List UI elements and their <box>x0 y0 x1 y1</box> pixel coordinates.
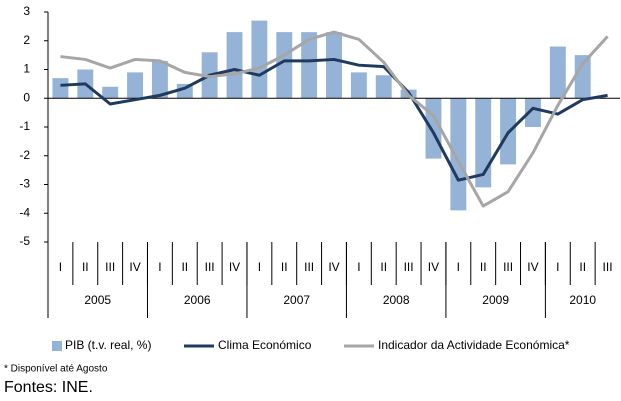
x-group-label: 2007 <box>283 293 310 307</box>
x-tick-label: III <box>603 260 613 274</box>
x-group-label: 2010 <box>569 293 596 307</box>
line <box>60 30 609 208</box>
bar <box>251 20 268 99</box>
x-tick-label: IV <box>229 260 240 274</box>
x-tick-label: I <box>457 260 460 274</box>
source: Fontes: INE. <box>4 379 93 396</box>
y-tick-label: -2 <box>19 148 30 162</box>
x-tick-label: IV <box>527 260 538 274</box>
legend-label: Indicador da Actividade Económica* <box>378 338 570 352</box>
x-group-label: 2009 <box>482 293 509 307</box>
y-tick-label: -5 <box>19 234 30 248</box>
x-tick-label: IV <box>129 260 140 274</box>
x-tick-label: III <box>503 260 513 274</box>
x-tick-label: I <box>59 260 62 274</box>
x-tick-label: IV <box>428 260 439 274</box>
y-tick-label: 3 <box>23 4 30 18</box>
bar <box>151 60 168 99</box>
x-tick-label: II <box>181 260 188 274</box>
y-tick-label: -4 <box>19 205 30 219</box>
x-tick-label: III <box>205 260 215 274</box>
bar <box>326 32 342 99</box>
y-tick-label: -1 <box>19 119 30 133</box>
x-tick-label: II <box>380 260 387 274</box>
y-tick-label: 1 <box>23 62 30 76</box>
bar <box>301 32 318 99</box>
bar <box>226 32 243 99</box>
x-group-label: 2005 <box>84 293 111 307</box>
x-group-label: 2006 <box>184 293 211 307</box>
legend-label: Clima Económico <box>218 338 312 352</box>
x-tick-label: II <box>281 260 288 274</box>
bar <box>102 86 119 99</box>
bar <box>524 98 541 127</box>
line <box>60 57 608 182</box>
x-tick-label: II <box>579 260 586 274</box>
x-tick-label: II <box>82 260 89 274</box>
y-tick-label: 2 <box>23 33 30 47</box>
bar <box>350 72 367 99</box>
x-tick-label: III <box>404 260 414 274</box>
x-tick-label: II <box>480 260 487 274</box>
bar <box>52 78 69 99</box>
bar <box>549 46 566 99</box>
bar <box>574 55 591 99</box>
bar <box>450 98 467 211</box>
x-tick-label: I <box>357 260 360 274</box>
x-tick-label: III <box>105 260 115 274</box>
y-tick-label: -3 <box>19 177 30 191</box>
bar <box>276 32 293 99</box>
bar <box>127 72 144 99</box>
y-tick-label: 0 <box>23 90 30 104</box>
x-group-label: 2008 <box>383 293 410 307</box>
x-tick-label: I <box>158 260 161 274</box>
x-tick-label: III <box>304 260 314 274</box>
bar <box>375 75 392 99</box>
x-tick-label: I <box>258 260 261 274</box>
footnote: * Disponível até Agosto <box>4 364 108 375</box>
x-tick-label: IV <box>328 260 339 274</box>
legend-label: PIB (t.v. real, %) <box>65 338 151 352</box>
x-tick-label: I <box>556 260 559 274</box>
legend-swatch <box>52 341 62 351</box>
